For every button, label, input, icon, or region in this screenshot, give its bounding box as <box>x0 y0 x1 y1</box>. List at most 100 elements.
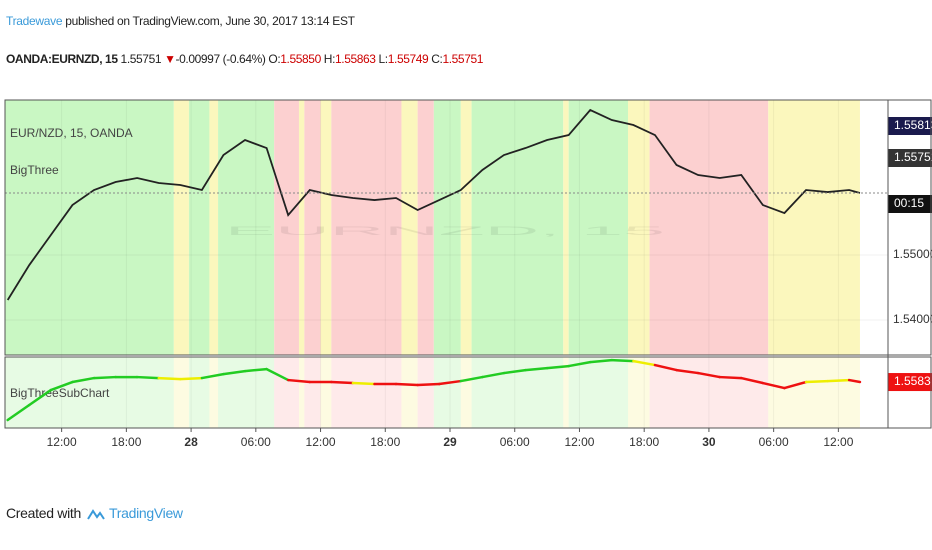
indicator-segment <box>804 379 829 384</box>
signal-band <box>298 357 305 428</box>
logo[interactable] <box>87 507 105 521</box>
x-tick-label: 18:00 <box>111 435 141 449</box>
signal-band <box>563 357 569 428</box>
indicator-segment <box>459 375 484 383</box>
indicator-segment <box>157 376 182 381</box>
indicator-segment <box>330 380 355 385</box>
signal-band <box>768 357 860 428</box>
y-tick-label: 1.54000 <box>893 312 932 326</box>
signal-band <box>5 357 174 428</box>
x-tick-label: 12:00 <box>47 435 77 449</box>
axis-marker-box <box>888 149 932 167</box>
indicator-segment <box>437 379 463 386</box>
signal-band <box>320 100 332 355</box>
axis-marker-box <box>888 195 932 213</box>
signal-band <box>401 100 418 355</box>
indicator-segment <box>49 380 74 392</box>
sub-title: BigThreeSubChart <box>10 386 110 400</box>
watermark: EURNZD, 15 <box>225 224 667 238</box>
indicator-segment <box>675 368 700 375</box>
signal-band <box>173 357 189 428</box>
symbol-bar: OANDA:EURNZD, 15 1.55751 ▼-0.00997 (-0.6… <box>6 52 483 66</box>
indicator-segment <box>6 403 31 422</box>
signal-band <box>218 357 275 428</box>
signal-band <box>563 100 569 355</box>
indicator-segment <box>632 359 657 367</box>
indicator-segment <box>524 366 549 372</box>
indicator-segment <box>761 381 786 390</box>
signal-band <box>433 357 461 428</box>
x-tick-label: 12:00 <box>306 435 336 449</box>
indicator-segment <box>179 376 204 381</box>
signal-band <box>417 100 434 355</box>
x-tick-label: 18:00 <box>629 435 659 449</box>
indicator-segment <box>718 375 743 380</box>
signal-band <box>320 357 332 428</box>
indicator-segment <box>286 378 312 384</box>
indicator-segment <box>28 388 53 407</box>
signal-band <box>218 100 275 355</box>
signal-band <box>331 100 402 355</box>
x-tick-label: 12:00 <box>823 435 853 449</box>
signal-band <box>304 100 321 355</box>
indicator-segment <box>589 358 614 364</box>
last-value-box <box>888 373 932 392</box>
signal-band <box>188 100 210 355</box>
last-price: 1.55751 <box>120 52 162 66</box>
signal-band <box>331 357 402 428</box>
x-tick-label: 28 <box>184 435 198 449</box>
signal-band <box>188 357 210 428</box>
x-tick-label: 29 <box>443 435 457 449</box>
author[interactable]: Tradewave <box>6 14 63 28</box>
signal-band <box>304 357 321 428</box>
created-with: Created with <box>6 505 81 521</box>
low-label: L: <box>378 52 389 66</box>
x-tick-label: 06:00 <box>759 435 789 449</box>
indicator-segment <box>351 381 376 386</box>
x-tick-label: 12:00 <box>564 435 594 449</box>
low: 1.55749 <box>387 52 429 66</box>
indicator-segment <box>265 367 290 382</box>
last-value-label: 1.5583 <box>894 374 931 388</box>
signal-band <box>274 100 299 355</box>
pane-frame <box>4 99 932 356</box>
signal-band <box>209 100 219 355</box>
signal-band <box>298 100 305 355</box>
indicator-segment <box>481 371 506 379</box>
indicator-segment <box>847 378 862 384</box>
indicator-segment <box>416 382 441 387</box>
axis-marker-box <box>888 117 932 135</box>
x-tick-label: 06:00 <box>500 435 530 449</box>
indicator-segment <box>567 360 592 368</box>
signal-band <box>628 357 650 428</box>
indicator-segment <box>135 375 160 380</box>
symbol: OANDA:EURNZD, 15 <box>6 52 118 66</box>
indicator-segment <box>92 375 117 380</box>
indicator-segment <box>243 367 268 373</box>
axis-marker: 00:15 <box>894 196 924 210</box>
indicator-segment <box>394 382 419 387</box>
signal-band <box>401 357 418 428</box>
signal-band <box>768 100 860 355</box>
published: published on TradingView.com, June 30, 2… <box>65 14 355 28</box>
indicator-segment <box>696 371 721 379</box>
signal-band <box>274 357 299 428</box>
indicator-segment <box>826 378 851 383</box>
axis-marker: 1.55751 <box>894 150 932 164</box>
signal-band <box>417 357 434 428</box>
indicator-name: BigThree <box>10 163 59 177</box>
open: 1.55850 <box>280 52 321 66</box>
y-tick-label: 1.55000 <box>893 247 932 261</box>
signal-band <box>649 100 769 355</box>
high-label: H: <box>323 52 336 66</box>
indicator-segment <box>653 363 678 372</box>
signal-band <box>5 100 174 355</box>
close-label: C: <box>431 52 443 66</box>
indicator-segment <box>610 358 635 363</box>
indicator-segment <box>502 368 527 375</box>
footer: Created with TradingView <box>6 505 183 521</box>
indicator-segment <box>740 376 765 385</box>
brand[interactable]: TradingView <box>109 505 183 521</box>
